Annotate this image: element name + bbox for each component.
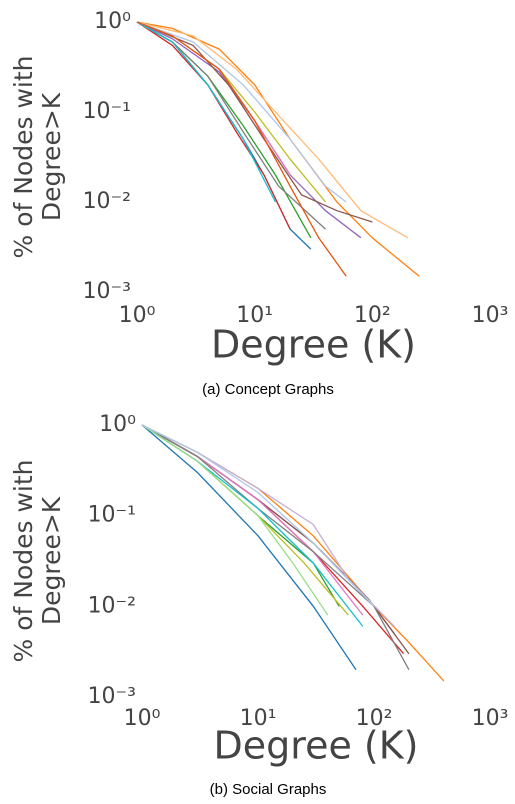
y-axis-label: % of Nodes with	[9, 459, 38, 662]
series-line	[141, 424, 410, 671]
series-line	[136, 21, 347, 203]
y-tick-label: 10⁻¹	[88, 503, 136, 528]
x-axis-label: Degree (K)	[211, 323, 416, 367]
x-tick-label: 10³	[472, 303, 509, 328]
y-axis-label: Degree>K	[37, 496, 66, 625]
y-tick-label: 10⁻²	[88, 593, 136, 618]
y-tick-label: 10⁰	[99, 412, 136, 437]
x-tick-label: 10³	[472, 706, 509, 731]
x-tick-label: 10⁰	[119, 303, 156, 328]
series-line	[141, 424, 364, 627]
series-line	[141, 424, 375, 607]
x-tick-label: 10²	[354, 303, 391, 328]
x-tick-label: 10²	[356, 706, 393, 731]
series-line	[136, 21, 291, 230]
series-line	[136, 21, 362, 239]
series-line	[141, 424, 340, 607]
y-axis-label: % of Nodes with	[9, 55, 38, 258]
x-tick-label: 10¹	[240, 706, 277, 731]
series-line	[136, 21, 373, 223]
series-line	[136, 21, 420, 277]
series-line	[136, 21, 409, 239]
y-tick-label: 10⁻³	[88, 684, 136, 709]
x-tick-label: 10⁰	[124, 706, 161, 731]
caption: (b) Social Graphs	[210, 781, 327, 798]
y-tick-label: 10⁻³	[83, 279, 131, 304]
y-tick-label: 10⁻¹	[83, 99, 131, 124]
x-axis-label: Degree (K)	[214, 724, 419, 768]
x-tick-label: 10¹	[236, 303, 273, 328]
y-tick-label: 10⁰	[94, 9, 131, 34]
series-line	[141, 424, 357, 671]
series-line	[136, 21, 312, 250]
caption: (a) Concept Graphs	[202, 381, 334, 398]
series-line	[136, 21, 291, 176]
series-line	[141, 424, 329, 616]
series-line	[136, 21, 347, 277]
y-tick-label: 10⁻²	[83, 189, 131, 214]
y-axis-label: Degree>K	[37, 92, 66, 221]
series-line	[141, 424, 349, 616]
series-line	[136, 21, 276, 203]
